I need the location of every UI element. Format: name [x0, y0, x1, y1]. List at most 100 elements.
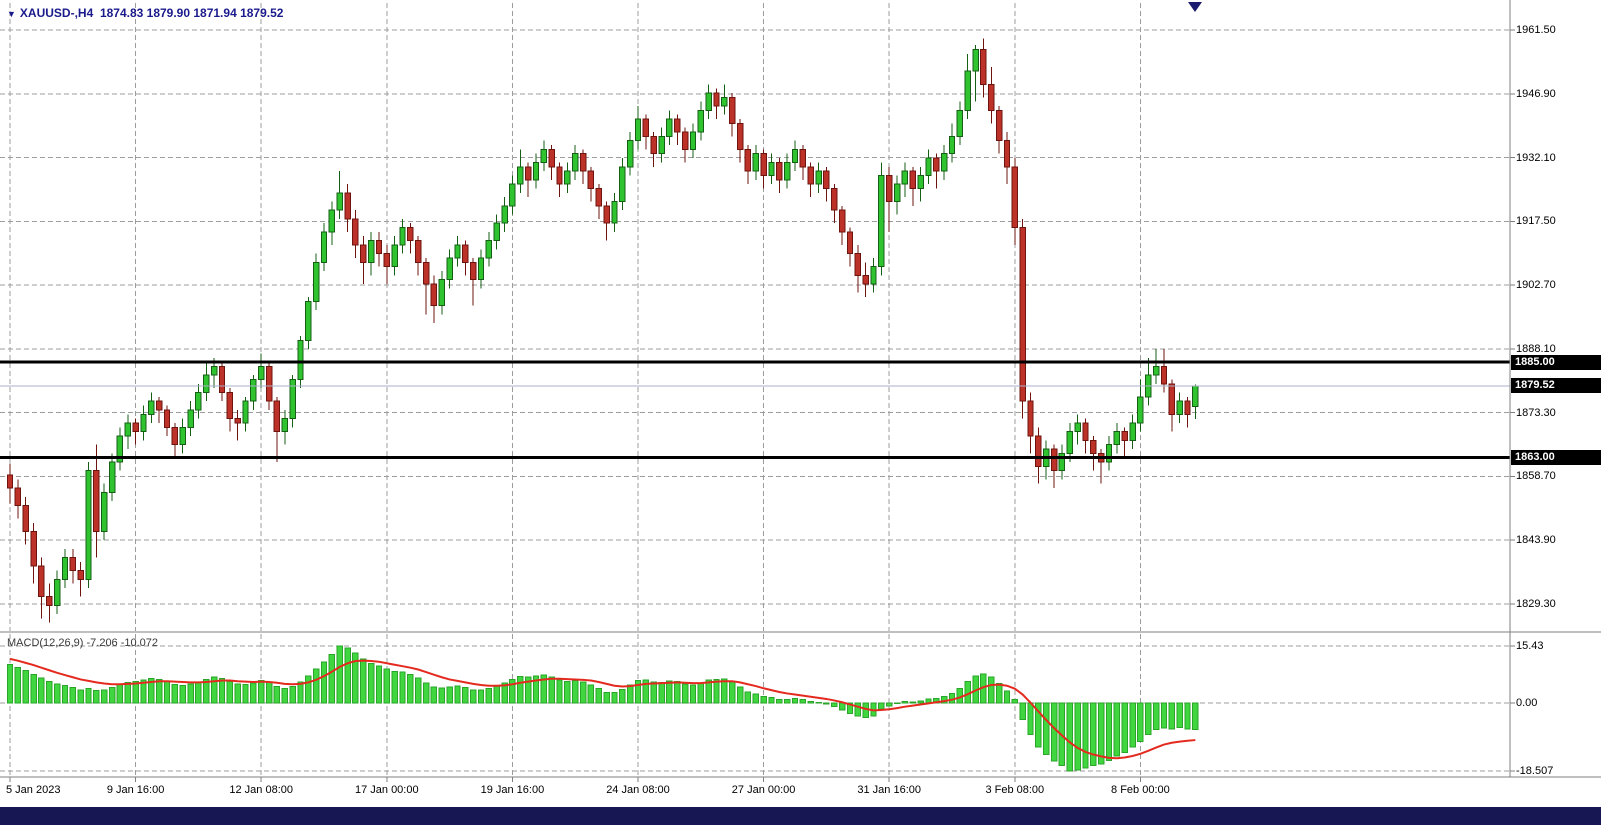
macd-bar: [1003, 690, 1011, 704]
candle-up: [564, 170, 571, 185]
macd-bar: [1035, 702, 1042, 748]
macd-bar: [1019, 702, 1026, 721]
macd-bar: [140, 679, 147, 704]
macd-bar: [524, 676, 532, 704]
macd-bar: [1027, 702, 1034, 735]
macd-bar: [1137, 702, 1144, 742]
candle-up: [783, 161, 791, 181]
macd-name-label: MACD(12,26,9): [7, 637, 84, 649]
candle-up: [925, 157, 932, 176]
macd-bar: [1176, 702, 1183, 728]
candle-up: [203, 374, 210, 394]
macd-bar: [14, 667, 22, 704]
macd-bar: [674, 680, 681, 704]
candle-up: [1105, 444, 1113, 463]
candle-up: [917, 174, 924, 189]
candle-up: [1113, 431, 1121, 446]
macd-bar: [1168, 702, 1175, 730]
macd-bar: [242, 684, 249, 704]
macd-bar: [438, 687, 445, 704]
candle-down: [587, 170, 595, 189]
macd-bar: [807, 701, 814, 704]
dropdown-arrow-icon[interactable]: ▼: [7, 9, 16, 19]
macd-bar: [108, 687, 116, 704]
macd-bar: [650, 681, 657, 704]
macd-bar: [1129, 702, 1136, 748]
macd-bar: [1152, 702, 1160, 730]
macd-bar: [642, 679, 650, 704]
macd-bar: [234, 683, 241, 704]
macd-bar: [689, 684, 697, 704]
macd-bar: [721, 678, 728, 704]
candle-down: [265, 366, 273, 402]
macd-bar: [501, 682, 508, 704]
candle-up: [540, 148, 547, 163]
main-chart-canvas[interactable]: [0, 0, 1601, 807]
candle-down: [30, 531, 37, 567]
candle-up: [901, 170, 909, 185]
candle-down: [823, 170, 830, 189]
candle-up: [1137, 396, 1144, 424]
macd-bar: [258, 680, 265, 704]
candle-up: [242, 400, 249, 424]
candle-down: [352, 218, 359, 246]
macd-signal-line: [9, 657, 1196, 760]
macd-bar: [752, 693, 759, 704]
candlestick-series: [6, 38, 1199, 623]
candle-up: [438, 279, 445, 307]
macd-bar: [477, 689, 485, 704]
macd-bar: [493, 685, 500, 704]
macd-bar: [838, 702, 846, 711]
grid-lines: [0, 3, 1510, 776]
macd-bar: [273, 685, 281, 704]
macd-bar: [77, 689, 84, 704]
candle-up: [972, 49, 979, 72]
macd-bar: [995, 682, 1003, 704]
candle-up: [250, 379, 257, 402]
macd-bar: [407, 673, 414, 704]
candle-down: [1027, 400, 1034, 437]
macd-bar: [579, 681, 587, 704]
macd-bar: [352, 652, 359, 704]
candle-up: [956, 109, 964, 137]
candle-up: [446, 257, 453, 281]
macd-bar: [1192, 702, 1199, 731]
macd-bar: [1160, 702, 1168, 729]
macd-bar: [93, 689, 100, 704]
candle-up: [101, 491, 108, 533]
horizontal-level-lines[interactable]: [0, 360, 1510, 460]
macd-bar: [681, 683, 689, 704]
candle-down: [132, 422, 139, 433]
macd-bar: [179, 684, 186, 704]
candle-up: [689, 131, 697, 150]
candle-down: [69, 557, 76, 572]
macd-bar: [422, 682, 430, 704]
macd-bar: [124, 681, 131, 704]
macd-bar: [854, 702, 861, 717]
candle-down: [886, 174, 893, 203]
candle-up: [116, 435, 124, 463]
candle-up: [367, 240, 375, 263]
macd-bar: [532, 675, 540, 704]
ohlc-values-label: 1874.83 1879.90 1871.94 1879.52: [99, 6, 284, 20]
candle-down: [1121, 431, 1128, 441]
candle-up: [179, 426, 186, 446]
macd-bar: [305, 675, 312, 704]
candle-up: [1074, 422, 1081, 433]
candle-down: [650, 135, 657, 155]
macd-bar: [203, 678, 210, 704]
panel-separators: [0, 0, 1601, 782]
candle-down: [909, 170, 916, 189]
macd-histogram: [6, 645, 1199, 772]
candle-down: [77, 570, 84, 580]
macd-bar: [587, 684, 595, 704]
candle-down: [995, 109, 1003, 142]
macd-bar: [768, 696, 775, 704]
candle-down: [744, 148, 752, 172]
candle-up: [391, 244, 398, 268]
chart-shift-icon[interactable]: [1188, 2, 1202, 12]
macd-bar: [1105, 702, 1113, 761]
candle-down: [736, 122, 744, 150]
macd-bar: [736, 686, 744, 704]
macd-bar: [312, 668, 320, 704]
